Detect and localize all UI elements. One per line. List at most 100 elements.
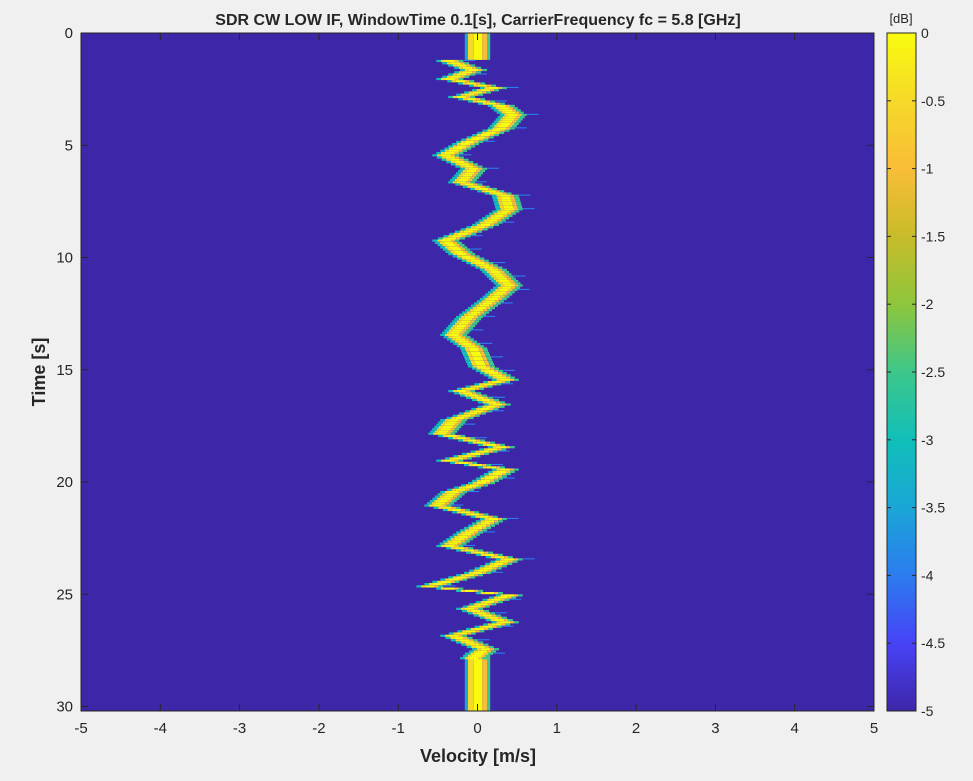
heatmap-cell-1126	[464, 529, 469, 532]
heatmap-cell-841	[493, 407, 499, 411]
heatmap-cell-1241	[470, 576, 476, 579]
heatmap-cell-1420	[474, 652, 485, 655]
heatmap-cell-531	[507, 277, 512, 280]
heatmap-cell-267	[464, 167, 469, 170]
heatmap-cell-1081	[465, 508, 470, 512]
heatmap-cell-59	[451, 80, 456, 83]
heatmap-cell-70	[473, 84, 478, 87]
heatmap-cell-65	[462, 82, 467, 85]
heatmap-cell-532	[511, 277, 516, 280]
heatmap-cell-288	[452, 176, 457, 179]
heatmap-cell-426	[443, 235, 449, 238]
heatmap-cell-163	[510, 122, 514, 125]
heatmap-cell-1384	[463, 636, 468, 640]
heatmap-cell-862	[468, 416, 474, 420]
heatmap-cell-55	[445, 77, 455, 81]
heatmap-cell-951	[462, 455, 472, 458]
heatmap-cell-140	[508, 113, 518, 116]
heatmap-cell-155	[498, 120, 503, 123]
heatmap-cell-1076	[455, 506, 461, 509]
heatmap-cell-1377	[445, 634, 449, 637]
heatmap-cell-631	[460, 320, 471, 323]
heatmap-cell-1197	[514, 558, 518, 561]
heatmap-cell-676	[469, 338, 474, 341]
heatmap-cell-106	[468, 100, 473, 103]
heatmap-cell-1354	[474, 625, 480, 628]
heatmap-cell-521	[506, 273, 512, 276]
heatmap-cell-937	[501, 448, 507, 451]
heatmap-cell-1240	[466, 576, 471, 579]
heatmap-cell-715	[468, 356, 473, 359]
heatmap-cell-694	[464, 347, 469, 350]
heatmap-cell-429	[461, 235, 466, 238]
heatmap-cell-594	[479, 304, 490, 307]
heatmap-cell-1209	[507, 562, 513, 565]
heatmap-cell-1426	[471, 654, 482, 658]
heatmap-cell-439	[441, 239, 451, 242]
heatmap-cell-767	[487, 376, 489, 378]
heatmap-cell-1247	[440, 578, 442, 580]
heatmap-cell-1281	[500, 594, 505, 597]
heatmap-cell-656	[442, 331, 447, 334]
heatmap-cell-1114	[468, 524, 473, 527]
heatmap-cell-84	[494, 89, 499, 92]
heatmap-cell-1161	[461, 542, 467, 545]
heatmap-cell-1086	[474, 511, 480, 514]
heatmap-cell-765	[506, 376, 510, 379]
heatmap-cell-415	[460, 228, 462, 230]
heatmap-cell-665	[462, 333, 468, 336]
heatmap-cell-1106	[484, 520, 495, 523]
heatmap-cell-1121	[468, 526, 473, 530]
heatmap-cell-896	[428, 432, 434, 435]
heatmap-cell-1004	[484, 477, 495, 480]
heatmap-cell-498	[479, 264, 489, 267]
heatmap-cell-276	[480, 169, 486, 173]
heatmap-cell-1249	[437, 580, 442, 583]
heatmap-cell-356	[516, 203, 522, 206]
heatmap-cell-108	[476, 100, 487, 103]
heatmap-cell-1018	[461, 484, 466, 487]
heatmap-cell-828	[492, 403, 503, 406]
heatmap-cell-530	[497, 277, 508, 280]
heatmap-cell-1366	[462, 630, 467, 633]
heatmap-cell-167	[498, 125, 508, 128]
heatmap-cell-80	[471, 89, 477, 92]
heatmap-cell-957	[463, 457, 468, 460]
heatmap-cell-187	[476, 134, 481, 137]
heatmap-cell-1398	[466, 643, 471, 646]
heatmap-cell-198	[466, 138, 471, 141]
heatmap-cell-237	[450, 154, 455, 157]
heatmap-cell-908	[456, 437, 467, 440]
heatmap-cell-1175	[464, 549, 475, 552]
heatmap-cell-599	[476, 306, 487, 310]
heatmap-cell-159	[493, 120, 495, 122]
heatmap-cell-831	[483, 403, 485, 405]
heatmap-cell-640	[448, 324, 453, 328]
heatmap-cell-223	[444, 147, 446, 149]
heatmap-cell-436	[460, 237, 465, 240]
heatmap-cell-540	[502, 282, 512, 285]
heatmap-cell-880	[434, 425, 440, 429]
heatmap-cell-746	[475, 369, 481, 372]
heatmap-cell-1395	[474, 641, 479, 644]
heatmap-cell-1031	[455, 488, 466, 491]
heatmap-cell-801	[458, 392, 463, 395]
heatmap-cell-766	[510, 376, 515, 379]
heatmap-cell-573	[500, 295, 505, 298]
heatmap-cell-952	[471, 455, 476, 458]
heatmap-cell-441	[454, 239, 460, 242]
heatmap-cell-996	[506, 473, 511, 476]
heatmap-cell-2	[473, 33, 483, 60]
heatmap-cell-600	[486, 306, 491, 310]
heatmap-cell-1400	[479, 643, 484, 646]
heatmap-cell-478	[474, 255, 480, 258]
heatmap-cell-1100	[488, 517, 499, 521]
heatmap-cell-266	[460, 167, 465, 170]
heatmap-cell-327	[493, 192, 503, 195]
heatmap-cell-782	[496, 383, 502, 386]
heatmap-cell-317	[488, 187, 493, 191]
heatmap-cell-396	[484, 221, 494, 224]
heatmap-cell-971	[468, 464, 473, 467]
heatmap-cell-718	[486, 356, 491, 359]
heatmap-cell-974	[486, 464, 491, 467]
